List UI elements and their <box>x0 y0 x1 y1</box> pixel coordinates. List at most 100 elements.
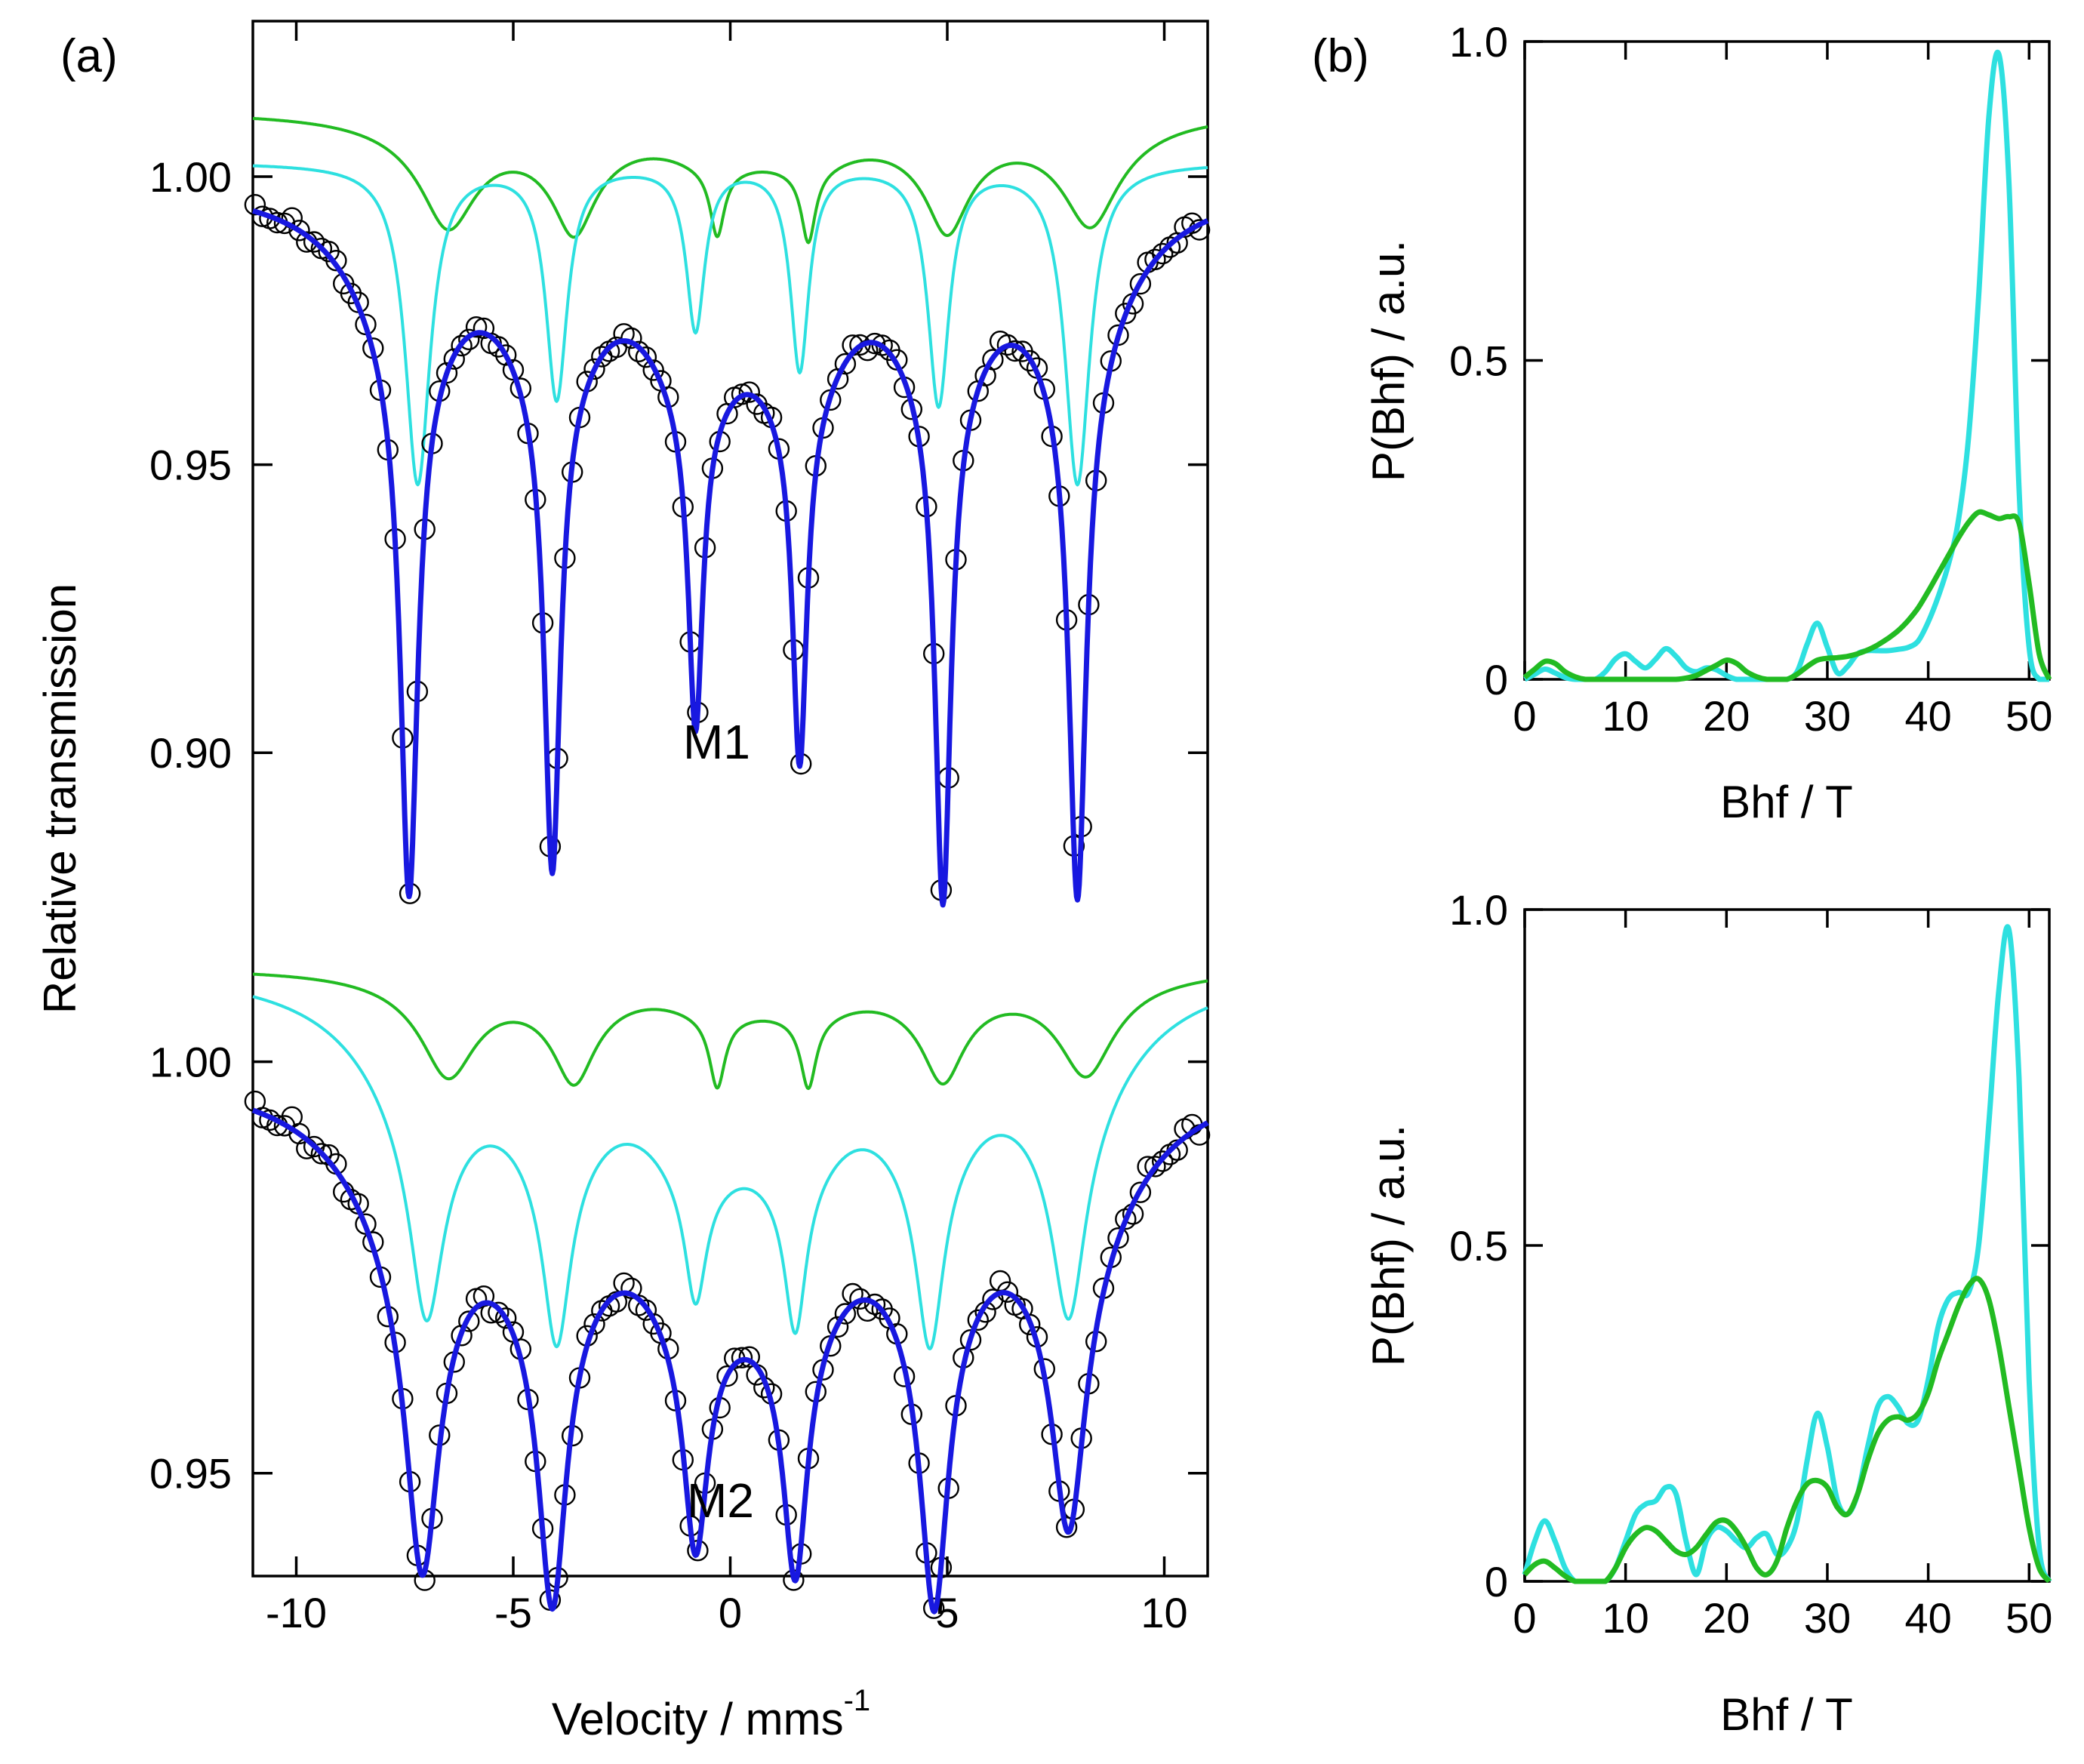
x-tick-label: 10 <box>1602 692 1649 740</box>
mossbauer-x-ticks: -10 -5 0 5 10 <box>266 21 1188 1636</box>
bhf-m1-x-axis-title: Bhf / T <box>1720 777 1853 827</box>
x-tick-label: 50 <box>2006 1594 2052 1642</box>
y-tick-label: 1.00 <box>149 153 232 201</box>
panel-a-label: (a) <box>60 30 118 82</box>
y-tick-label: 0.5 <box>1449 1222 1508 1270</box>
y-tick-label: 0.5 <box>1449 337 1508 385</box>
data-point <box>863 1293 886 1316</box>
data-point <box>1151 242 1174 265</box>
y-tick-label: 0 <box>1485 1558 1508 1605</box>
data-point <box>465 316 488 338</box>
data-point <box>1018 1313 1041 1336</box>
y-tick-label: 0 <box>1485 656 1508 703</box>
data-point <box>436 362 458 384</box>
data-point <box>244 194 266 216</box>
x-tick-label: 40 <box>1904 692 1951 740</box>
x-tick-label: -10 <box>266 1589 327 1636</box>
data-point <box>288 220 310 242</box>
sample-label-m2: M2 <box>687 1473 754 1528</box>
x-axis-title-superscript: -1 <box>844 1684 871 1717</box>
data-point <box>488 1301 509 1324</box>
data-point <box>1144 1156 1166 1178</box>
data-point <box>451 334 473 357</box>
x-tick-label: 10 <box>1141 1589 1187 1636</box>
data-point <box>628 340 650 362</box>
data-point <box>620 327 642 349</box>
data-point <box>502 359 525 381</box>
x-axis-title-main: Velocity / mms <box>552 1694 844 1744</box>
data-point <box>458 1310 480 1332</box>
mossbauer-y-ticks: 1.00 0.95 0.90 1.00 0.95 <box>149 153 1208 1498</box>
data-point <box>871 334 893 356</box>
data-point <box>1129 272 1152 295</box>
data-point <box>495 1307 517 1329</box>
bhf-distribution-panel-m2: 0 10 20 30 40 50 0 0.5 1.0 P(Bhf) / a.u. Bhf / T <box>1363 886 2052 1740</box>
data-point <box>982 1288 1004 1310</box>
data-point <box>1129 1181 1152 1203</box>
spectrum-m2 <box>244 972 1211 1619</box>
x-tick-label: 20 <box>1703 1594 1750 1642</box>
x-tick-label: 0 <box>719 1589 742 1636</box>
data-point <box>1055 1516 1078 1538</box>
data-point <box>738 1346 760 1368</box>
panel-b-label: (b) <box>1312 30 1369 82</box>
data-point <box>628 1295 650 1316</box>
bhf-m1-curves <box>1522 49 2052 682</box>
data-point <box>834 1303 857 1325</box>
data-point <box>1018 349 1041 372</box>
x-tick-label: 0 <box>1513 1594 1536 1642</box>
x-tick-label: -5 <box>494 1589 532 1636</box>
bhf-m1-y-axis-title: P(Bhf) / a.u. <box>1363 240 1414 482</box>
component-2-distribution-line <box>1522 509 2052 682</box>
fit-curve <box>251 1107 1210 1615</box>
y-tick-label: 1.0 <box>1449 886 1508 934</box>
data-point <box>458 328 480 350</box>
data-point <box>834 352 857 375</box>
bhf-m2-x-axis-title: Bhf / T <box>1720 1689 1853 1740</box>
x-tick-label: 50 <box>2006 692 2052 740</box>
data-point <box>583 1313 605 1335</box>
data-point <box>738 381 760 403</box>
data-point <box>583 358 605 380</box>
data-point <box>982 349 1004 371</box>
data-point <box>273 212 296 235</box>
y-axis-title: Relative transmission <box>35 583 85 1014</box>
y-tick-label: 0.95 <box>149 1450 232 1498</box>
data-point <box>635 1299 657 1321</box>
y-tick-label: 1.00 <box>149 1039 232 1086</box>
data-point <box>1151 1150 1174 1172</box>
y-tick-label: 1.0 <box>1449 18 1508 66</box>
component-2-distribution-line <box>1522 1276 2052 1584</box>
x-tick-label: 30 <box>1804 692 1851 740</box>
data-point <box>716 1365 738 1387</box>
x-tick-label: 20 <box>1703 692 1750 740</box>
data-point <box>731 1347 753 1368</box>
component-2-curve <box>252 116 1208 245</box>
y-tick-label: 0.90 <box>149 729 232 777</box>
data-point <box>303 231 325 253</box>
data-point <box>443 348 465 370</box>
data-point <box>827 1316 849 1338</box>
bhf-m1-ticks: 0 10 20 30 40 50 0 0.5 1.0 <box>1449 18 2052 740</box>
x-tick-label: 0 <box>1513 692 1536 740</box>
bhf-distribution-panel-m1: 0 10 20 30 40 50 0 0.5 1.0 P(Bhf) / a.u. Bhf / T <box>1363 18 2052 827</box>
x-axis-title: Velocity / mms-1 <box>552 1684 870 1744</box>
x-tick-label: 40 <box>1904 1594 1951 1642</box>
data-point <box>1144 248 1166 270</box>
y-tick-label: 0.95 <box>149 442 232 489</box>
data-point <box>488 336 509 358</box>
component-1-curve <box>252 995 1208 1350</box>
x-tick-label: 10 <box>1602 1594 1649 1642</box>
sample-label-m1: M1 <box>683 715 750 769</box>
data-point <box>642 359 664 381</box>
bhf-m2-ticks: 0 10 20 30 40 50 0 0.5 1.0 <box>1449 886 2052 1642</box>
data-point <box>922 1597 945 1619</box>
data-point <box>310 1143 333 1165</box>
data-point <box>1115 1208 1137 1230</box>
x-tick-label: 30 <box>1804 1594 1851 1642</box>
fit-curve <box>251 208 1210 908</box>
bhf-m2-curves <box>1522 924 2052 1584</box>
bhf-m2-y-axis-title: P(Bhf) / a.u. <box>1363 1125 1414 1366</box>
